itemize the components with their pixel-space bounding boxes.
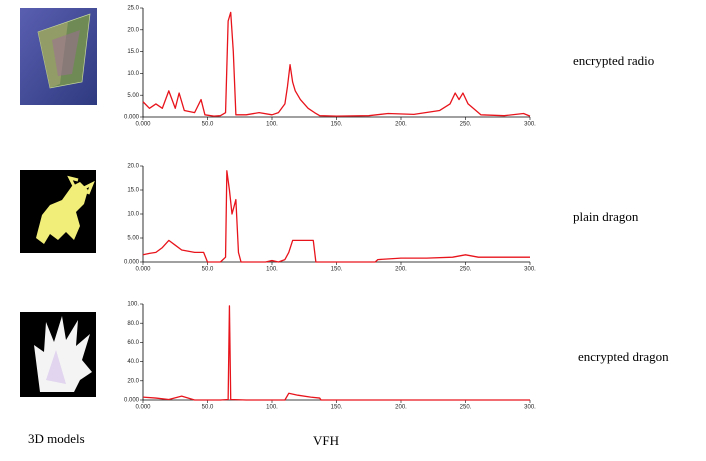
x-tick-label: 200.	[395, 267, 407, 273]
chart-label: encrypted radio	[573, 53, 654, 68]
y-tick-label: 20.0	[127, 27, 139, 33]
y-tick-label: 20.0	[127, 378, 139, 384]
charts: 0.000 5.00 10.0 15.0 20.0 25.0 0.000 50.0 100. 15…	[124, 6, 669, 411]
y-tick-label: 25.0	[127, 6, 139, 12]
x-tick-label: 100.	[266, 122, 278, 128]
y-tick-label: 100.	[127, 302, 139, 308]
y-tick-label: 60.0	[127, 340, 139, 346]
x-tick-label: 200.	[395, 405, 407, 411]
x-tick-label: 300.	[524, 267, 536, 273]
x-tick-label: 300.	[524, 405, 536, 411]
vfh-line	[142, 11, 531, 117]
x-tick-label: 150.	[331, 405, 343, 411]
x-tick-label: 300.	[524, 122, 536, 128]
chart-label: plain dragon	[573, 209, 639, 224]
x-tick-label: 0.000	[135, 122, 151, 128]
x-tick-label: 250.	[460, 405, 472, 411]
model-image-plain-dragon	[20, 170, 96, 253]
y-tick-label: 15.0	[127, 188, 139, 194]
x-tick-label: 50.0	[202, 267, 214, 273]
model-image-encrypted-dragon	[20, 312, 96, 397]
x-tick-label: 250.	[460, 267, 472, 273]
y-tick-label: 10.0	[127, 212, 139, 218]
x-tick-label: 50.0	[202, 405, 214, 411]
y-tick-label: 20.0	[127, 164, 139, 170]
x-tick-label: 100.	[266, 267, 278, 273]
vfh-line	[142, 305, 530, 401]
x-tick-label: 100.	[266, 405, 278, 411]
x-tick-label: 0.000	[135, 267, 151, 273]
y-tick-label: 5.00	[127, 236, 139, 242]
y-tick-label: 0.000	[124, 260, 140, 266]
y-tick-label: 80.0	[127, 321, 139, 327]
y-tick-label: 10.0	[127, 71, 139, 77]
y-tick-label: 0.000	[124, 398, 140, 404]
models-label: 3D models	[28, 431, 85, 446]
y-tick-label: 0.000	[124, 115, 140, 121]
y-tick-label: 5.00	[127, 93, 139, 99]
x-tick-label: 150.	[331, 122, 343, 128]
vfh-line	[142, 170, 530, 263]
x-tick-label: 250.	[460, 122, 472, 128]
vfh-label: VFH	[313, 433, 339, 448]
x-tick-label: 200.	[395, 122, 407, 128]
y-tick-label: 40.0	[127, 359, 139, 365]
model-image-radio	[20, 8, 97, 105]
x-tick-label: 50.0	[202, 122, 214, 128]
chart-label: encrypted dragon	[578, 349, 669, 364]
x-tick-label: 0.000	[135, 405, 151, 411]
y-tick-label: 15.0	[127, 49, 139, 55]
x-tick-label: 150.	[331, 267, 343, 273]
